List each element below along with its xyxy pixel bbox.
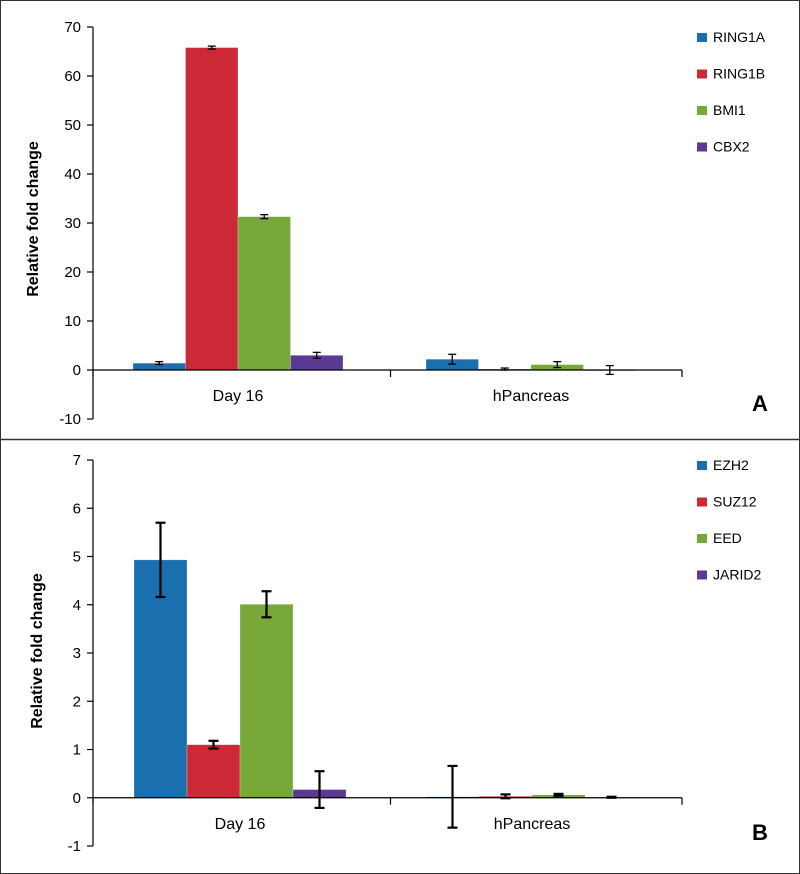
legend-label-ring1a: RING1A — [713, 29, 766, 45]
legend-label-jarid2: JARID2 — [713, 567, 761, 583]
category-label: Day 16 — [215, 816, 266, 833]
y-tick-label: 0 — [73, 362, 81, 379]
y-tick-label: -10 — [59, 411, 81, 428]
legend-swatch-ring1a — [697, 33, 707, 42]
y-tick-label: 6 — [73, 500, 81, 517]
y-tick-label: 7 — [73, 452, 81, 469]
y-tick-label: 50 — [64, 117, 81, 134]
bar-ezh2-day16 — [133, 559, 188, 798]
y-tick-label: 2 — [73, 693, 81, 710]
bar-eed-day16 — [239, 604, 294, 799]
legend-label-ring1b: RING1B — [713, 66, 765, 82]
panel-b: -1 0 1 2 3 4 5 6 7 Relative fold change Day 16 hPan… — [29, 452, 768, 855]
y-tick-label: 1 — [73, 742, 81, 759]
y-tick-label: 40 — [64, 166, 81, 183]
y-tick-label: 70 — [64, 19, 81, 36]
bar-suz12-day16 — [186, 744, 241, 798]
y-tick-label: 3 — [73, 645, 81, 662]
legend-swatch-suz12 — [697, 497, 707, 507]
legend-swatch-ezh2 — [697, 461, 707, 470]
panel-a: -10 0 10 20 30 40 50 60 70 Relative fold change Da… — [25, 19, 768, 428]
legend-label-bmi1: BMI1 — [713, 102, 746, 118]
y-tick-label: 20 — [64, 264, 81, 281]
panel-letter: B — [752, 820, 768, 845]
category-label: hPancreas — [494, 816, 571, 833]
legend-swatch-jarid2 — [697, 570, 707, 580]
bar-bmi1-day16 — [237, 216, 291, 371]
bar-ring1b-day16 — [185, 47, 239, 371]
y-tick-label: 5 — [73, 549, 81, 566]
y-tick-label: 10 — [64, 313, 81, 330]
y-tick-label: 30 — [64, 215, 81, 232]
category-label: hPancreas — [493, 388, 570, 405]
legend-swatch-eed — [697, 534, 707, 543]
legend-swatch-cbx2 — [697, 142, 707, 152]
legend-label-ezh2: EZH2 — [713, 457, 749, 473]
legend-label-eed: EED — [713, 530, 742, 546]
y-axis-title: Relative fold change — [25, 141, 42, 297]
y-tick-label: 60 — [64, 68, 81, 85]
y-tick-label: 4 — [73, 597, 81, 614]
y-tick-label: 0 — [73, 790, 81, 807]
legend-swatch-bmi1 — [697, 106, 707, 115]
y-axis-title: Relative fold change — [29, 573, 46, 729]
y-tick-label: -1 — [68, 838, 81, 855]
panel-letter: A — [752, 391, 768, 416]
legend-swatch-ring1b — [697, 69, 707, 79]
category-label: Day 16 — [213, 388, 264, 405]
legend-label-cbx2: CBX2 — [713, 139, 750, 155]
legend-label-suz12: SUZ12 — [713, 494, 757, 510]
